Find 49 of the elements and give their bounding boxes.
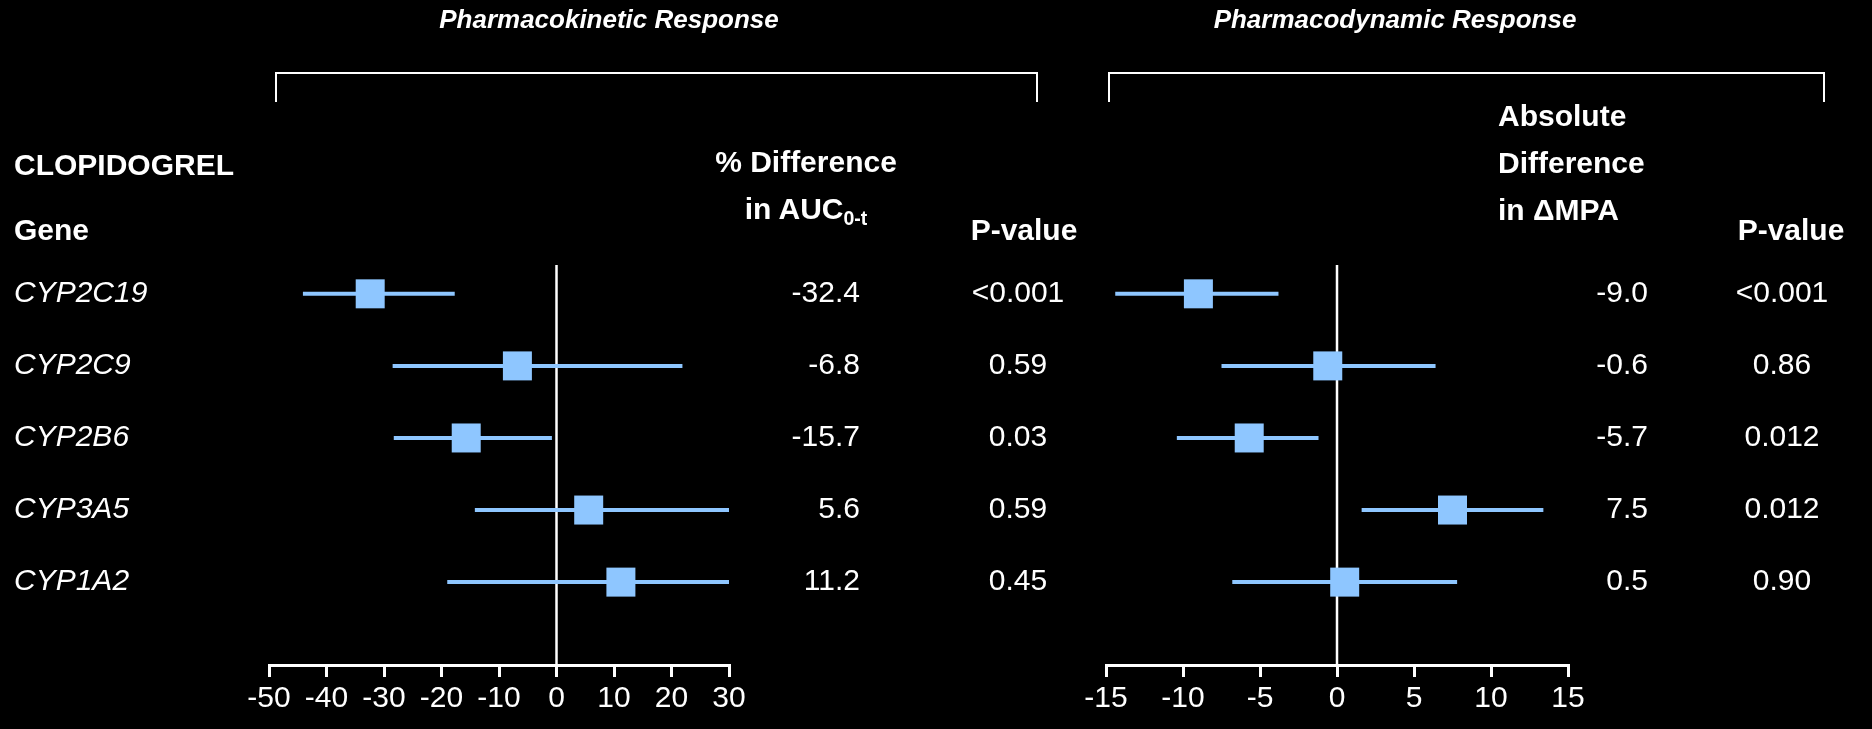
data-label: -0.6 [1596, 347, 1648, 381]
x-tick-label: -30 [362, 680, 406, 714]
text: 0.86 [1752, 347, 1812, 381]
data-label: 5.6 [818, 491, 860, 525]
text: <0.001 [971, 275, 1065, 309]
data-label: 0.5 [1606, 563, 1648, 597]
y-tick-label: CYP1A2 [14, 563, 130, 597]
x-tick-label: -10 [1161, 680, 1205, 714]
text: CLOPIDOGREL [14, 147, 235, 183]
text: 0.90 [1752, 563, 1812, 597]
text: P-value [970, 212, 1078, 248]
y-tick-label: CYP3A5 [14, 491, 130, 525]
y-axis-title: Gene [14, 212, 90, 248]
x-tick-label: 20 [654, 680, 689, 714]
text: 0.012 [1744, 491, 1820, 525]
chart-title: Pharmacodynamic Response [1213, 4, 1577, 35]
x-tick-label: -50 [247, 680, 291, 714]
data-label: 11.2 [803, 563, 860, 597]
x-tick-label: 10 [1474, 680, 1508, 714]
text: 0.59 [988, 347, 1048, 381]
chart-title: Pharmacokinetic Response [439, 4, 779, 35]
x-tick-label: 5 [1405, 680, 1423, 714]
x-tick-label: -15 [1084, 680, 1128, 714]
x-tick-label: -20 [419, 680, 464, 714]
data-label: 7.5 [1606, 491, 1648, 525]
data-label: -6.8 [808, 347, 860, 381]
text: 0.03 [988, 419, 1048, 453]
x-tick-label: 30 [712, 680, 746, 714]
text: 0.012 [1744, 419, 1820, 453]
text: Absolute Difference in ΔMPA [1498, 98, 1645, 228]
text: % Difference in AUC$_{0-t}$ [715, 144, 897, 231]
x-tick-label: 15 [1551, 680, 1585, 714]
y-tick-label: CYP2C19 [14, 275, 148, 309]
y-tick-label: CYP2C9 [14, 347, 132, 381]
data-label: -9.0 [1596, 275, 1648, 309]
x-tick-label: -40 [304, 680, 349, 714]
data-label: -15.7 [791, 419, 860, 453]
x-tick-label: 0 [548, 680, 565, 714]
x-tick-label: 10 [597, 680, 631, 714]
data-label: -5.7 [1596, 419, 1648, 453]
data-label: -32.4 [791, 275, 860, 309]
text: <0.001 [1735, 275, 1829, 309]
x-tick-label: -10 [477, 680, 521, 714]
y-tick-label: CYP2B6 [14, 419, 130, 453]
text: 0.45 [988, 563, 1048, 597]
x-tick-label: 0 [1328, 680, 1346, 714]
x-tick-label: -5 [1246, 680, 1274, 714]
text: 0.59 [988, 491, 1048, 525]
text: P-value [1737, 212, 1845, 248]
